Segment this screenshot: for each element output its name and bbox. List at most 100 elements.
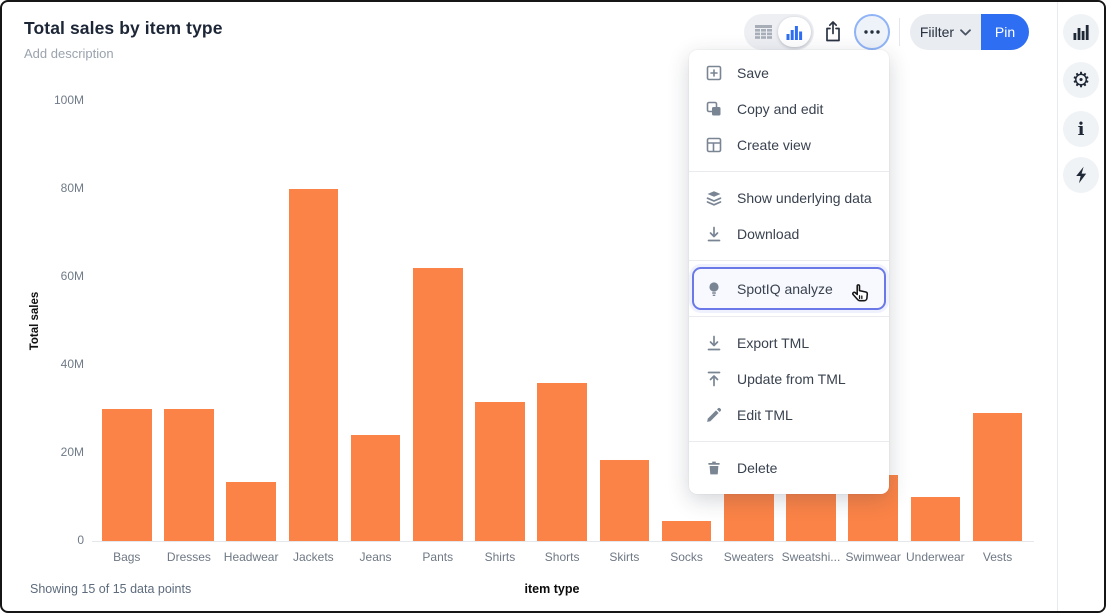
trash-icon — [705, 459, 723, 477]
menu-item-label: Save — [737, 65, 769, 81]
chart-view-button[interactable] — [778, 17, 811, 47]
y-tick-label: 80M — [60, 181, 84, 195]
bar-headwear[interactable] — [226, 481, 276, 541]
x-tick-label: Sweatshi... — [781, 550, 841, 564]
right-rail: ⚙ i — [1057, 2, 1104, 611]
x-tick-label: Bags — [113, 550, 141, 564]
menu-item-create-view[interactable]: Create view — [689, 127, 889, 163]
y-tick-label: 40M — [60, 357, 84, 371]
table-view-icon — [755, 25, 772, 39]
status-text: Showing 15 of 15 data points — [30, 582, 192, 596]
x-tick-label: Skirts — [609, 550, 640, 564]
share-icon — [822, 20, 844, 44]
y-tick-label: 60M — [60, 269, 84, 283]
bar-underwear[interactable] — [910, 497, 961, 541]
x-tick-label: Swimwear — [845, 550, 901, 564]
bar-shorts[interactable] — [537, 382, 587, 541]
toolbar-divider — [899, 18, 900, 46]
bar-jackets[interactable] — [288, 189, 339, 541]
x-tick-label: Shirts — [484, 550, 516, 564]
menu-item-delete[interactable]: Delete — [689, 450, 889, 486]
menu-item-label: Download — [737, 226, 800, 242]
bar-vests[interactable] — [972, 413, 1023, 541]
bar-pants[interactable] — [413, 268, 463, 541]
lightning-icon — [1074, 166, 1088, 184]
bar-bags[interactable] — [102, 409, 152, 541]
add-description-field[interactable]: Add description — [24, 46, 114, 61]
bar-chart-icon — [1073, 24, 1089, 40]
x-tick-label: Jackets — [293, 550, 334, 564]
share-button[interactable] — [816, 14, 850, 50]
y-tick-label: 20M — [60, 445, 84, 459]
bar-chart-view-icon — [786, 25, 803, 40]
view-toggle — [744, 14, 814, 50]
more-options-button[interactable] — [854, 14, 890, 50]
page-title: Total sales by item type — [24, 18, 223, 38]
menu-item-label: Delete — [737, 460, 778, 476]
info-icon: i — [1077, 118, 1085, 140]
menu-divider — [689, 316, 889, 317]
cursor-pointer-icon — [849, 282, 871, 305]
copy-icon — [705, 100, 723, 118]
x-tick-label: Headwear — [223, 550, 279, 564]
rail-settings-button[interactable]: ⚙ — [1063, 62, 1099, 98]
rail-info-button[interactable]: i — [1063, 111, 1099, 147]
x-tick-label: Underwear — [905, 550, 965, 564]
bar-jeans[interactable] — [350, 435, 401, 541]
x-tick-label: Pants — [422, 550, 454, 564]
x-tick-label: Sweaters — [723, 550, 774, 564]
bar-socks[interactable] — [661, 521, 712, 541]
bar-sweaters[interactable] — [724, 488, 774, 541]
more-options-menu: Save Copy and edit Create view — [689, 50, 889, 494]
bar-shirts[interactable] — [475, 402, 525, 541]
x-tick-label: Socks — [670, 550, 703, 564]
menu-item-label: Copy and edit — [737, 101, 824, 117]
menu-item-label: Edit TML — [737, 407, 793, 423]
rail-spotiq-button[interactable] — [1063, 157, 1099, 193]
menu-item-download[interactable]: Download — [689, 216, 889, 252]
y-tick-label: 100M — [53, 93, 84, 107]
menu-item-label: Create view — [737, 137, 811, 153]
menu-item-update-from-tml[interactable]: Update from TML — [689, 361, 889, 397]
menu-item-label: Show underlying data — [737, 190, 872, 206]
download-icon — [705, 225, 723, 243]
pencil-icon — [705, 406, 723, 424]
x-axis-line — [92, 541, 1034, 542]
menu-item-save[interactable]: Save — [689, 55, 889, 91]
gear-icon: ⚙ — [1071, 68, 1091, 92]
bar-sweatshi[interactable] — [786, 488, 836, 541]
lightbulb-icon — [705, 280, 723, 298]
pin-button[interactable]: Pin — [981, 14, 1029, 50]
chevron-down-icon — [960, 28, 972, 36]
more-ellipsis-icon — [863, 29, 881, 35]
layers-icon — [705, 189, 723, 207]
bar-dresses[interactable] — [164, 409, 214, 541]
menu-item-label: Update from TML — [737, 371, 846, 387]
menu-item-export-tml[interactable]: Export TML — [689, 325, 889, 361]
upload-icon — [705, 370, 723, 388]
x-axis-title: item type — [524, 582, 580, 596]
filter-button-label: Fiilter — [919, 24, 955, 40]
menu-item-spotiq-analyze[interactable]: SpotIQ analyze — [692, 267, 886, 310]
menu-item-label: Export TML — [737, 335, 810, 351]
bar-skirts[interactable] — [599, 459, 650, 541]
menu-divider — [689, 260, 889, 261]
export-download-icon — [705, 334, 723, 352]
menu-divider — [689, 171, 889, 172]
x-tick-label: Dresses — [166, 550, 211, 564]
x-tick-label: Shorts — [544, 550, 580, 564]
menu-item-show-underlying-data[interactable]: Show underlying data — [689, 180, 889, 216]
table-view-button[interactable] — [747, 17, 780, 47]
pin-button-label: Pin — [994, 24, 1016, 40]
x-tick-label: Vests — [982, 550, 1013, 564]
x-tick-label: Jeans — [359, 550, 392, 564]
menu-item-copy-and-edit[interactable]: Copy and edit — [689, 91, 889, 127]
menu-item-edit-tml[interactable]: Edit TML — [689, 397, 889, 433]
y-tick-label: 0 — [77, 533, 84, 547]
rail-chart-button[interactable] — [1063, 14, 1099, 50]
filter-button[interactable]: Fiilter — [910, 14, 981, 50]
create-view-icon — [705, 136, 723, 154]
menu-divider — [689, 441, 889, 442]
save-icon — [705, 64, 723, 82]
